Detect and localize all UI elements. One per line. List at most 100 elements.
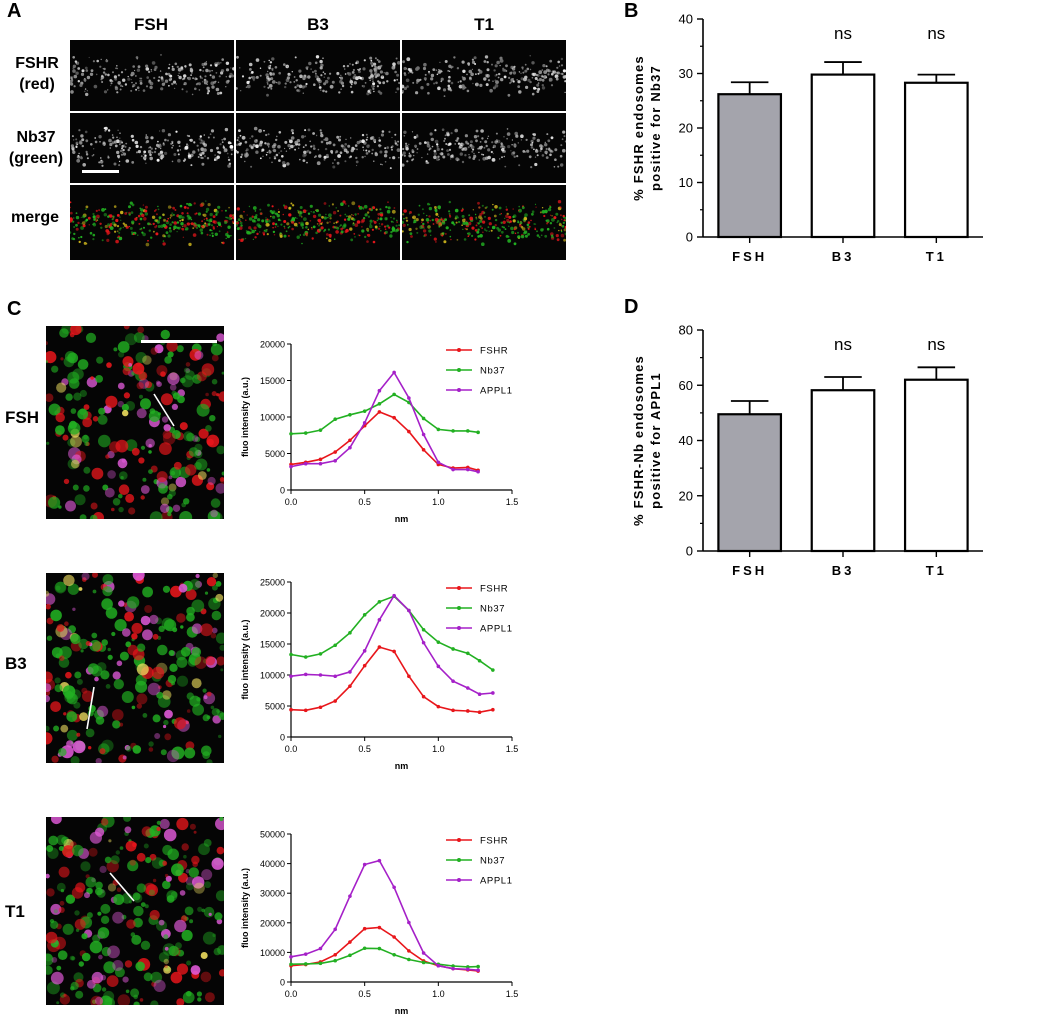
bar-b3 <box>810 73 876 239</box>
data-point-appl1 <box>362 649 367 653</box>
panel-a-row-merge-label: merge <box>10 209 60 226</box>
panel-a-col-t1: T1 <box>474 15 494 34</box>
data-point-nb37 <box>303 962 308 966</box>
bar-fsh <box>717 93 783 239</box>
data-point-appl1 <box>303 952 308 956</box>
micrograph-merge-b3 <box>236 185 400 260</box>
y-tick-label: 30 <box>679 66 693 81</box>
data-point-nb37 <box>362 613 367 617</box>
data-point-appl1 <box>289 955 293 959</box>
zoom-image-fsh <box>46 326 224 519</box>
data-point-appl1 <box>303 672 308 677</box>
legend-label-nb37: Nb37 <box>480 366 505 377</box>
legend-marker-appl1 <box>457 878 461 882</box>
y-tick-label: 20 <box>679 488 693 503</box>
data-point-appl1 <box>392 593 396 598</box>
x-tick-label: 1.5 <box>506 989 519 999</box>
data-point-nb37 <box>318 428 323 432</box>
data-point-fshr <box>377 645 382 649</box>
data-point-appl1 <box>303 461 308 466</box>
data-point-appl1 <box>407 396 411 400</box>
y-axis-label: % FSHR-Nb endosomes positive for APPL1 <box>631 355 663 526</box>
data-point-fshr <box>348 684 352 688</box>
x-tick-label: 1.5 <box>506 744 519 754</box>
data-point-fshr <box>491 707 495 712</box>
data-point-appl1 <box>289 674 293 679</box>
panel-a-row-fshr-label: FSHR (red) <box>15 55 59 93</box>
data-point-nb37 <box>333 417 337 421</box>
data-point-nb37 <box>436 640 441 644</box>
data-point-appl1 <box>348 445 352 450</box>
data-point-appl1 <box>333 459 337 463</box>
y-tick-label: 80 <box>679 323 693 338</box>
bar-t1 <box>903 81 969 239</box>
data-point-nb37 <box>436 427 441 432</box>
data-point-appl1 <box>477 692 482 697</box>
data-point-appl1 <box>333 927 337 932</box>
data-point-nb37 <box>289 962 293 967</box>
data-point-appl1 <box>436 664 441 669</box>
x-axis-label: nm <box>395 514 409 524</box>
series-line-nb37 <box>290 947 479 968</box>
line-chart-fsh: 0 5000 10000 15000 20000 0.0 0.5 1.0 1.5 nm fluo i… <box>240 340 518 525</box>
data-point-nb37 <box>377 600 382 604</box>
x-tick-label: 1.0 <box>432 497 445 507</box>
panel-c-row-t1-label: T1 <box>5 902 25 921</box>
legend-label-fshr: FSHR <box>480 584 508 595</box>
data-point-nb37 <box>333 958 337 963</box>
x-tick-label: B3 <box>832 563 855 578</box>
legend-marker-nb37 <box>457 368 461 372</box>
legend-label-nb37: Nb37 <box>480 856 505 867</box>
data-point-fshr <box>407 429 411 434</box>
y-tick-label: 5000 <box>265 702 285 712</box>
data-point-nb37 <box>289 652 293 657</box>
series-line-nb37 <box>290 393 479 435</box>
y-tick-label: 20000 <box>260 340 285 350</box>
series-line-appl1 <box>290 371 479 473</box>
data-point-fshr <box>362 663 367 668</box>
panel-d-letter: D <box>624 296 639 318</box>
zoom-image-t1 <box>46 817 224 1005</box>
y-tick-label: 15000 <box>260 376 285 386</box>
panel-a-letter: A <box>7 0 22 22</box>
panel-c-row-fsh-label: FSH <box>5 408 39 427</box>
legend-marker-nb37 <box>457 606 461 610</box>
micrograph-merge-t1 <box>402 185 566 260</box>
data-point-nb37 <box>476 430 480 435</box>
data-point-nb37 <box>392 392 396 397</box>
data-point-appl1 <box>289 464 293 469</box>
y-axis-label-line1: % FSHR-Nb endosomes <box>631 355 646 526</box>
data-point-fshr <box>421 694 426 699</box>
data-point-nb37 <box>377 402 382 406</box>
data-point-nb37 <box>476 964 480 969</box>
data-point-appl1 <box>377 618 382 622</box>
data-point-appl1 <box>466 686 470 690</box>
y-tick-label: 60 <box>679 378 693 393</box>
series-line-appl1 <box>290 594 493 696</box>
y-tick-label: 0 <box>280 486 285 496</box>
data-point-appl1 <box>421 951 426 955</box>
data-point-nb37 <box>348 953 352 958</box>
y-axis-label: fluo intensity (a.u.) <box>240 619 250 699</box>
profile-line-t1 <box>109 872 135 902</box>
data-point-nb37 <box>392 952 396 957</box>
data-point-appl1 <box>421 640 426 645</box>
data-point-fshr <box>421 448 426 452</box>
y-axis-label-line1: % FSHR endosomes <box>631 55 646 201</box>
series-line-fshr <box>290 646 493 714</box>
bar-t1 <box>903 378 969 553</box>
data-point-fshr <box>303 708 308 713</box>
data-point-appl1 <box>377 858 382 863</box>
data-point-fshr <box>392 415 396 420</box>
data-point-fshr <box>436 704 441 709</box>
y-tick-label: 10000 <box>260 413 285 423</box>
micrograph-nb37-b3 <box>236 113 400 183</box>
micrograph-fshr-t1 <box>402 40 566 111</box>
data-point-appl1 <box>318 461 323 466</box>
data-point-fshr <box>451 708 455 713</box>
data-point-nb37 <box>333 643 337 648</box>
panel-a-col-b3: B3 <box>307 15 329 34</box>
y-axis-label-line2: positive for APPL1 <box>648 372 663 509</box>
legend-marker-nb37 <box>457 858 461 862</box>
y-tick-label: 0 <box>686 544 693 559</box>
